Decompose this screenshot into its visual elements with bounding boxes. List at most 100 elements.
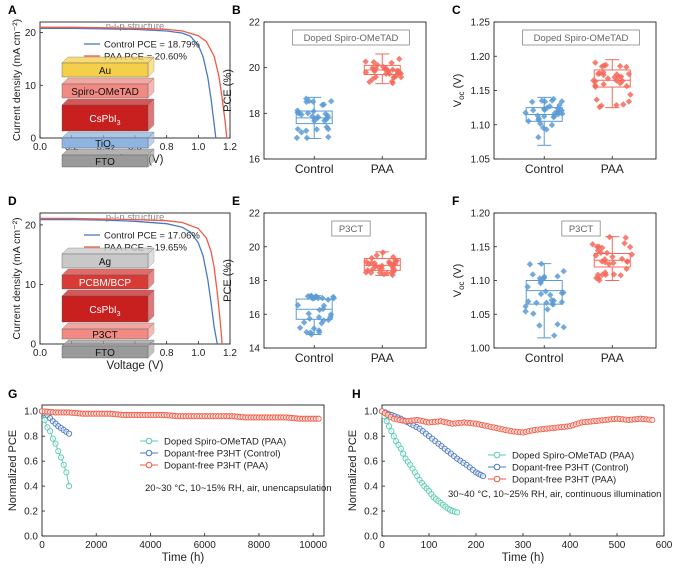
- data-point: [555, 110, 562, 118]
- data-point: [534, 112, 541, 119]
- x-tick-label: 0: [379, 540, 385, 551]
- data-point: [373, 252, 380, 259]
- stack-layer-label: Spiro-OMeTAD: [71, 87, 139, 98]
- data-point: [620, 101, 627, 108]
- x-tick-label: 200: [468, 540, 485, 551]
- panel-label-A: A: [8, 3, 17, 17]
- data-point: [323, 123, 330, 131]
- data-point: [589, 241, 596, 248]
- data-point: [309, 98, 317, 105]
- stability-marker: [400, 450, 407, 457]
- y-tick-label: 1.20: [471, 209, 491, 220]
- data-point: [603, 249, 611, 257]
- data-point: [396, 55, 403, 63]
- y-axis-title: Voc (V): [452, 264, 466, 298]
- stability-marker: [66, 483, 73, 490]
- data-point: [558, 98, 566, 105]
- x-category-label: PAA: [601, 351, 624, 365]
- data-point: [362, 69, 370, 76]
- data-point: [609, 253, 616, 260]
- data-point: [596, 277, 603, 284]
- legend-entry: Control PCE = 18.79%: [104, 40, 200, 51]
- data-point: [330, 295, 338, 302]
- data-point: [306, 315, 313, 322]
- stability-marker: [41, 416, 48, 424]
- data-point: [549, 301, 557, 308]
- data-point: [623, 63, 630, 71]
- data-point: [543, 299, 550, 306]
- data-point: [621, 240, 628, 247]
- y-tick-label: 0.2: [24, 507, 38, 518]
- data-point: [530, 310, 537, 317]
- stack-layer-top: [61, 131, 155, 139]
- legend-marker: [493, 463, 501, 471]
- data-point: [606, 233, 613, 241]
- structure-annotation: p-i-n structure: [106, 212, 165, 223]
- legend-entry: Doped Spiro-OMeTAD (PAA): [512, 451, 634, 462]
- stability-marker: [385, 423, 393, 430]
- data-point: [313, 126, 320, 133]
- data-point: [390, 268, 397, 275]
- stack-layer-cspbi3: [61, 104, 149, 132]
- y-tick-label: 22: [249, 209, 261, 220]
- y-axis-title: Normalized PCE: [347, 430, 359, 511]
- data-point: [592, 252, 600, 259]
- data-point: [525, 117, 532, 125]
- condition-box: [331, 220, 371, 237]
- stack-layer-top: [61, 98, 155, 106]
- data-point: [525, 298, 532, 305]
- data-point: [379, 249, 387, 256]
- data-point: [538, 260, 545, 268]
- y-tick-label: 18: [249, 109, 261, 120]
- data-point: [619, 77, 626, 85]
- x-category-label: Control: [295, 351, 334, 365]
- data-point: [600, 80, 607, 88]
- data-point: [300, 319, 308, 326]
- condition-box: [522, 29, 640, 46]
- y-tick-label: 1.25: [471, 18, 491, 29]
- data-point: [601, 269, 609, 276]
- data-point: [598, 244, 606, 252]
- data-point: [310, 325, 318, 332]
- x-category-label: PAA: [371, 351, 394, 365]
- stability-marker: [397, 445, 404, 452]
- data-point: [298, 129, 305, 136]
- stability-marker: [388, 428, 395, 435]
- y-tick-label: 22: [249, 18, 261, 29]
- y-axis-title: PCE (%): [222, 259, 234, 302]
- data-point: [592, 83, 599, 90]
- data-point: [598, 258, 606, 265]
- x-category-label: Control: [525, 162, 564, 176]
- y-tick-label: 0: [30, 340, 36, 351]
- data-point: [385, 258, 393, 266]
- data-point: [538, 97, 546, 104]
- data-point: [593, 243, 601, 250]
- data-point: [522, 109, 529, 117]
- x-tick-label: 8000: [248, 540, 271, 551]
- data-point: [310, 108, 317, 115]
- data-point: [542, 288, 549, 295]
- legend-entry: Dopant-free P3HT (PAA): [164, 461, 268, 472]
- stack-layer-top: [61, 148, 155, 156]
- stack-layer-p3ct: [61, 328, 149, 340]
- data-point: [366, 78, 373, 86]
- x-tick-label: 500: [609, 540, 626, 551]
- data-point: [298, 111, 305, 118]
- data-point: [537, 279, 544, 287]
- stability-marker: [60, 461, 67, 468]
- y-tick-label: 0.2: [364, 507, 378, 518]
- y-axis-title: Current density (mA cm⁻²): [11, 19, 23, 141]
- condition-annotation: 30~40 °C, 10~25% RH, air, continuous ill…: [448, 489, 661, 500]
- x-tick-label: 0.8: [160, 348, 174, 359]
- data-point: [592, 59, 599, 66]
- x-tick-label: 6000: [194, 540, 217, 551]
- legend-entry: Doped Spiro-OMeTAD (PAA): [164, 437, 286, 448]
- data-point: [594, 70, 602, 78]
- stack-layer-ag: [61, 253, 149, 269]
- jv-curve-control: [40, 218, 218, 345]
- data-point: [315, 327, 323, 334]
- legend-entry: Control PCE = 17.06%: [104, 231, 200, 242]
- data-point: [602, 61, 610, 69]
- data-point: [374, 61, 381, 69]
- stack-layer-label: P3CT: [92, 330, 118, 341]
